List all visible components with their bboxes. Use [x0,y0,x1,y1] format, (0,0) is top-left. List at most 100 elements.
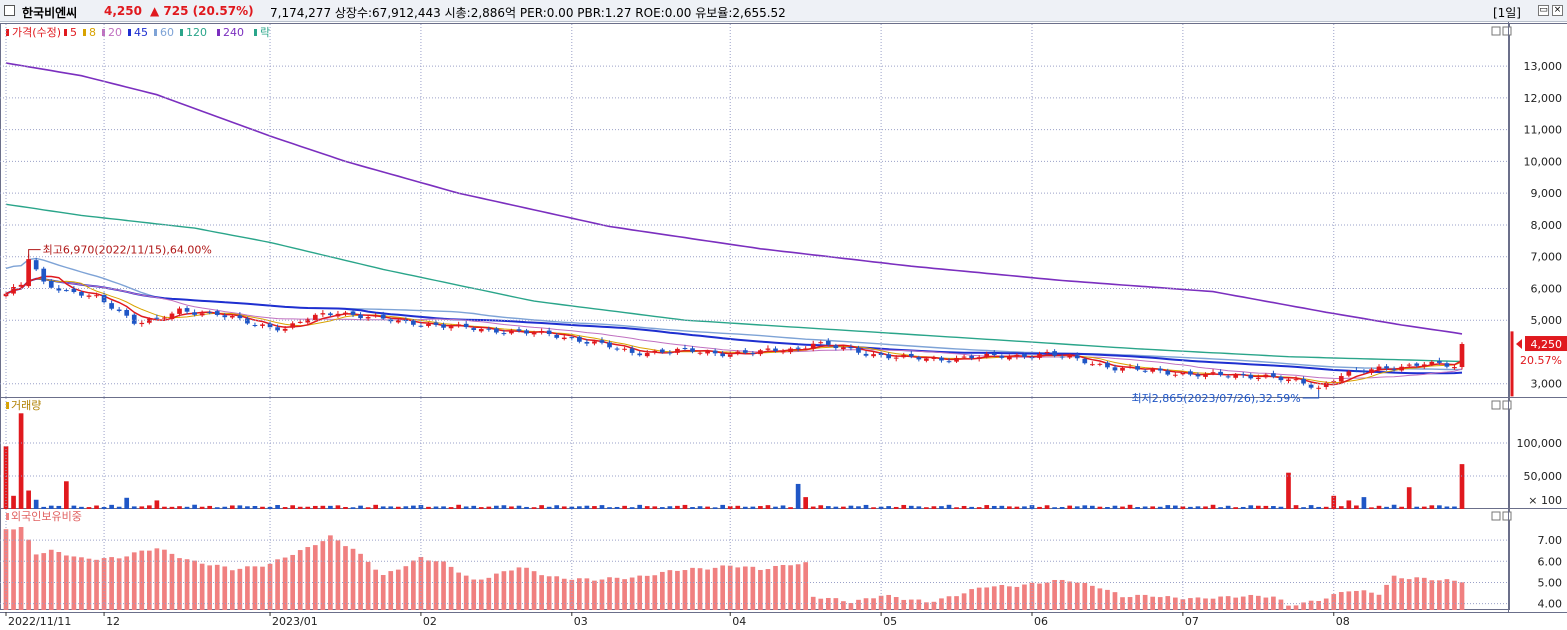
candle-body [320,313,326,315]
volume-panel-close-icon[interactable] [1502,400,1512,410]
candle-body [531,332,537,335]
volume-bar [773,506,778,509]
foreign-ratio-bar [531,571,537,610]
stock-name: 한국비엔씨 [22,6,78,20]
candle-body [448,326,454,329]
legend-label: 8 [89,26,96,39]
volume-bar [26,490,31,509]
volume-bar [131,506,137,509]
foreign-ratio-bar [750,566,756,610]
candle-body [1210,372,1216,374]
candle-body [1414,363,1420,366]
foreign-ratio-bar [245,566,250,610]
foreign-ratio-bar [229,570,235,610]
candle-body [1376,366,1382,370]
foreign-ratio-bar [1112,592,1118,610]
volume-bar [735,505,741,509]
volume-panel-maximize-icon[interactable] [1491,400,1501,410]
volume-bar [758,506,763,509]
price-panel-maximize-icon[interactable] [1491,26,1501,36]
volume-bar [1361,497,1367,509]
close-icon[interactable]: × [1552,5,1563,16]
candle-body [1150,368,1156,372]
candle-body [154,317,160,319]
volume-bar [192,504,197,509]
volume-bar [697,506,703,509]
period-label[interactable]: [1일] [1492,6,1521,20]
volume-bar [516,505,522,509]
foreign-panel-maximize-icon[interactable] [1491,511,1501,521]
volume-bar [1195,506,1201,509]
foreign-ratio-bar [184,559,190,610]
volume-bar [976,507,982,509]
volume-bar [1157,506,1163,509]
candle-body [1263,374,1269,378]
volume-bar [1271,506,1276,509]
volume-bar [456,504,461,509]
foreign-ratio-bar [154,548,160,610]
candle-body [478,329,484,332]
foreign-ratio-bar [690,567,695,610]
foreign-ratio-bar [207,565,213,610]
foreign-tick-label: 6.00 [1538,555,1563,568]
foreign-legend-swatch [6,513,9,520]
candle-body [94,295,99,297]
candle-body [1052,351,1057,356]
select-checkbox[interactable] [4,5,15,16]
volume-bar [335,505,341,509]
foreign-panel-close-icon[interactable] [1502,511,1512,521]
candle-body [1437,360,1442,363]
volume-bar [1248,505,1254,509]
maximize-icon[interactable]: ▭ [1538,5,1549,16]
ma120-line [5,203,1463,363]
foreign-ratio-bar [516,567,522,610]
foreign-ratio-bar [448,566,454,610]
foreign-ratio-bar [954,596,959,610]
candle-body [162,317,167,319]
foreign-tick-label: 4.00 [1538,598,1563,611]
volume-bar [1188,506,1193,509]
foreign-ratio-bar [486,577,492,610]
volume-bar [1007,506,1012,509]
candle-body [1286,379,1291,382]
ma5-line [5,275,1463,386]
candle-body [682,348,688,350]
volume-bar [1218,507,1223,509]
foreign-ratio-bar [1022,584,1027,610]
volume-bar [1354,505,1359,509]
foreign-ratio-bar [592,580,597,610]
volume-bar [79,506,84,509]
foreign-ratio-bar [56,551,62,610]
volume-bar [856,506,861,509]
volume-bar [411,505,416,509]
volume-bar [1082,505,1088,509]
candle-body [1074,355,1080,359]
foreign-ratio-bar [1286,605,1291,610]
volume-bar [599,505,605,509]
candle-body [501,333,507,335]
candle-body [214,311,220,315]
legend-swatch [83,29,86,36]
price-panel-close-icon[interactable] [1502,26,1512,36]
volume-bar [71,505,77,509]
foreign-ratio-bar [682,570,688,610]
candle-body [622,348,627,350]
foreign-ratio-bar [924,602,929,610]
candle-body [418,325,424,327]
foreign-ratio-bar [991,586,997,610]
candle-body [803,348,809,350]
volume-bar [592,506,597,509]
foreign-ratio-bar [222,566,228,610]
candle-body [908,353,914,357]
candle-body [712,350,718,354]
volume-bar [1331,495,1337,509]
foreign-ratio-bar [644,575,650,610]
foreign-ratio-bar [328,535,333,610]
foreign-ratio-bar [1090,585,1095,610]
volume-bar [629,507,635,509]
foreign-ratio-bar [720,565,726,610]
legend-swatch [154,29,157,36]
x-tick-label: 12 [106,615,120,628]
foreign-ratio-bar [1384,584,1389,610]
candle-body [1301,378,1306,384]
